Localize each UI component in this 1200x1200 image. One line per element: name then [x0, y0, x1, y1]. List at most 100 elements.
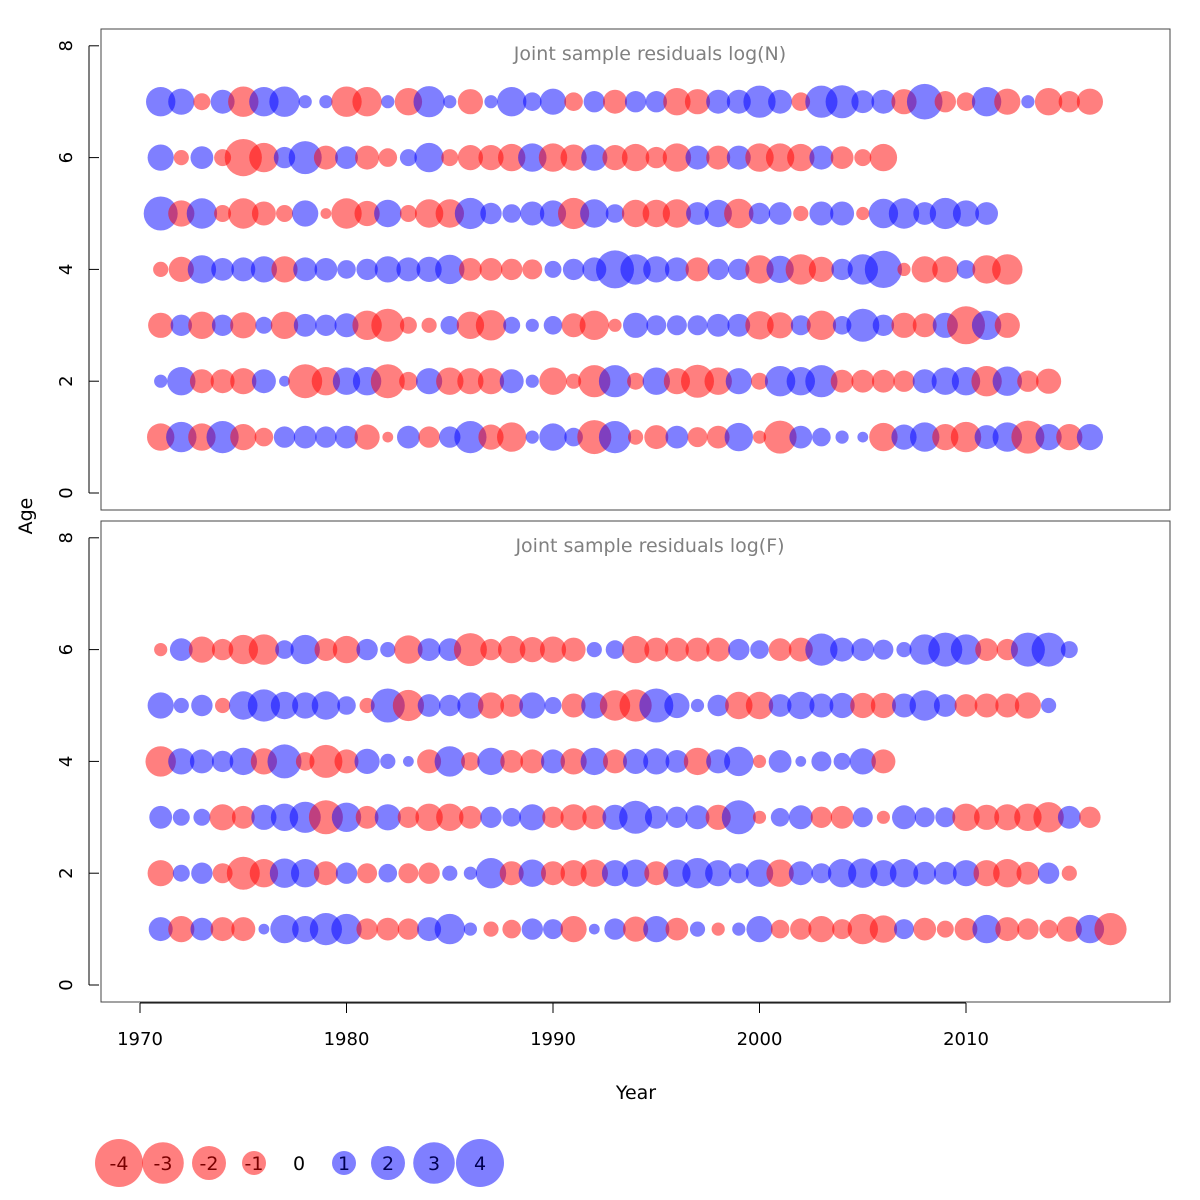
bubble-age5-2002 [787, 691, 815, 720]
bubble-age2-1995 [644, 861, 669, 886]
bubble-age2-2004 [830, 369, 854, 393]
bubble-age6-1976 [249, 142, 279, 173]
bubble-age2-1977 [269, 858, 300, 888]
bubble-age6-2002 [787, 143, 815, 172]
bubble-age4-2006 [871, 749, 896, 774]
bubble-age1-1981 [354, 424, 380, 450]
bubble-age5-1991 [561, 693, 586, 718]
bubble-age1-1999 [732, 922, 746, 936]
bubble-age5-1976 [251, 201, 276, 226]
bubble-age4-1973 [189, 749, 214, 774]
bubble-age4-1971 [153, 261, 169, 277]
x-axis: 1970 1980 1990 2000 2010 [117, 1002, 989, 1050]
bubble-age1-2004 [832, 919, 853, 940]
bubble-age3-1990 [543, 316, 563, 335]
bubble-age4-1997 [685, 257, 710, 282]
bubble-age2-2004 [827, 859, 857, 888]
bubble-age6-1989 [519, 637, 545, 663]
x-axis-label: Year [615, 1082, 656, 1104]
y-tick-label: 6 [56, 644, 77, 655]
bubble-age7-1993 [603, 89, 627, 114]
bubble-age3-2014 [1033, 802, 1064, 833]
bubble-age5-1977 [276, 205, 293, 222]
bubble-age7-1987 [484, 95, 498, 109]
bubble-age2-1995 [642, 367, 670, 395]
bubble-age7-1971 [146, 87, 176, 117]
bubble-age5-1995 [642, 199, 670, 228]
bubble-age4-1974 [211, 258, 235, 281]
bubble-age4-2000 [745, 255, 774, 284]
bubble-age3-1975 [230, 312, 257, 339]
legend-label: 3 [428, 1153, 440, 1175]
bubble-age5-2002 [793, 205, 809, 222]
bubble-age2-1991 [560, 860, 587, 887]
bubble-age5-1997 [686, 202, 709, 225]
bubble-age2-2003 [805, 365, 838, 398]
bubble-age1-2013 [1017, 918, 1039, 940]
bubble-age3-1974 [211, 314, 234, 336]
bubble-age7-1997 [684, 89, 711, 115]
bubble-age2-2007 [889, 859, 919, 888]
bubble-age6-2000 [750, 640, 769, 659]
bubble-age6-1994 [621, 635, 650, 664]
bubble-age3-1981 [355, 805, 379, 829]
bubble-age5-1977 [270, 691, 299, 720]
bubble-age7-2016 [1076, 88, 1103, 115]
bubble-age1-1987 [483, 921, 499, 937]
bubble-age6-1982 [380, 642, 396, 658]
bubble-age4-2008 [911, 256, 938, 283]
bubble-age6-1981 [355, 145, 380, 170]
bubble-age2-2010 [952, 860, 980, 887]
bubble-age2-1993 [601, 860, 629, 887]
bubble-age5-1972 [168, 200, 195, 227]
bubble-age2-2014 [1036, 368, 1062, 394]
bubble-age2-1979 [311, 367, 341, 396]
size-legend: -4 -3 -2 -1 0 1 2 3 4 [95, 1139, 504, 1187]
bubble-age7-1973 [193, 93, 211, 111]
bubble-age4-1973 [187, 255, 217, 284]
bubble-age3-2016 [1079, 806, 1101, 828]
bubble-age4-1987 [479, 258, 503, 281]
bubble-age5-1998 [707, 694, 729, 717]
bubble-age7-2013 [1021, 95, 1035, 109]
bubble-age1-2014 [1035, 424, 1062, 451]
bubble-age3-2002 [790, 315, 811, 336]
bubble-age4-2001 [768, 750, 792, 773]
bubble-age4-2002 [785, 254, 816, 285]
bubble-age5-1999 [725, 691, 753, 720]
bubble-age1-1994 [623, 916, 649, 942]
bubble-age5-2001 [768, 694, 792, 717]
bubble-age6-1995 [644, 637, 669, 662]
bubble-age5-1972 [173, 697, 189, 714]
bubble-age5-1978 [292, 200, 319, 227]
bubble-age6-1999 [726, 145, 751, 170]
bubble-age6-1993 [602, 145, 628, 171]
bubble-age3-1999 [727, 313, 751, 337]
bubble-age6-1991 [561, 637, 586, 662]
bubble-age3-2004 [832, 316, 852, 335]
bubble-age4-1980 [337, 260, 356, 279]
bubble-age3-1986 [459, 805, 482, 829]
bubble-age1-1977 [273, 426, 296, 448]
bubble-age4-1977 [267, 744, 302, 779]
bubble-age5-1985 [439, 694, 461, 717]
bubble-age3-1991 [560, 804, 587, 831]
bubble-age1-1995 [644, 425, 669, 450]
bubble-age2-2002 [788, 861, 813, 886]
bubble-age6-1996 [664, 637, 689, 662]
bubble-age7-1982 [381, 95, 395, 109]
bubble-age7-1986 [457, 89, 483, 115]
bubble-age6-1995 [645, 146, 667, 169]
bubble-age3-1971 [148, 312, 174, 338]
bubble-age6-1990 [539, 636, 567, 663]
bubble-age4-2003 [811, 751, 832, 772]
bubble-age6-2014 [1031, 632, 1066, 667]
bubble-age1-1985 [434, 913, 465, 945]
bubble-age4-1984 [417, 749, 442, 774]
bubble-age3-2009 [935, 807, 956, 828]
bubble-age5-2008 [913, 202, 937, 225]
bubble-age2-2005 [851, 369, 875, 393]
bubble-age7-1998 [706, 89, 731, 114]
bubble-age3-1993 [608, 318, 622, 332]
bubble-age4-1986 [459, 258, 482, 281]
